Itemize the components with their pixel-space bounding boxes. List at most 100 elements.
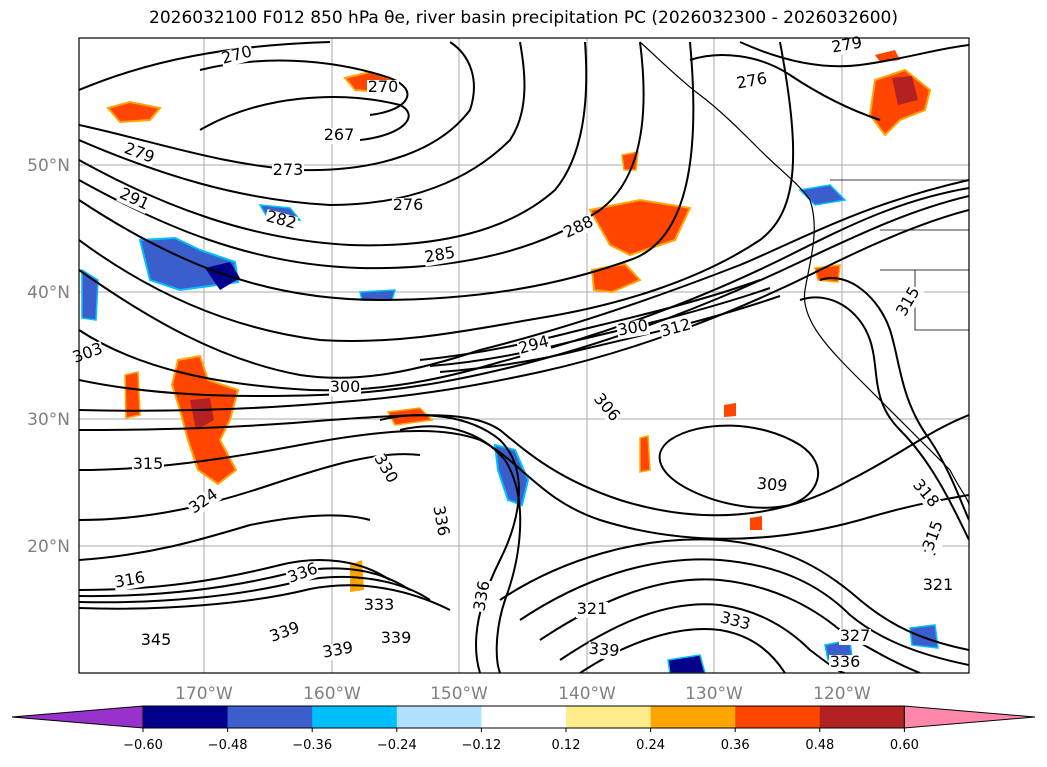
contour-line (559, 603, 846, 673)
contour-label-background (272, 163, 304, 179)
contour-line (539, 578, 921, 673)
colorbar: −0.60 −0.48 −0.36 −0.24 −0.12 0.12 0.24 0.36 0.4… (11, 705, 1036, 753)
colorbar-extend-high (903, 705, 1036, 729)
lon-label-150w: 150°W (430, 684, 488, 704)
latitude-axis: 50°N 40°N 30°N 20°N (27, 156, 70, 557)
contour-label-background (922, 578, 954, 594)
longitude-axis: 170°W 160°W 150°W 140°W 130°W 120°W (175, 684, 871, 704)
colorbar-tick-label: −0.24 (377, 738, 417, 753)
contour-label-background (329, 380, 361, 396)
contour-label: 270 (368, 77, 399, 96)
precip-blob (590, 262, 642, 294)
precip-blob (621, 151, 639, 171)
north-america-coastline (639, 41, 969, 506)
lon-label-160w: 160°W (303, 684, 361, 704)
precip-blob (667, 654, 706, 673)
contour-label-background (132, 457, 164, 473)
colorbar-tick-label: 0.60 (890, 738, 919, 753)
theta-e-contours (79, 41, 969, 673)
contour-label-background (363, 598, 395, 614)
precip-blob (106, 100, 162, 124)
colorbar-frame (142, 705, 905, 729)
contour-line (439, 295, 781, 373)
contour-label: 336 (830, 652, 861, 671)
contour-label-background (380, 631, 412, 647)
contour-label-background (219, 44, 255, 68)
colorbar-segment (227, 706, 313, 728)
contour-label-background (587, 641, 621, 661)
colorbar-extend-low (11, 705, 144, 729)
precip-blob (639, 435, 651, 473)
contour-label: 267 (324, 125, 355, 144)
precip-blob (892, 76, 918, 105)
precip-blob (350, 560, 364, 592)
contour-label: 339 (588, 639, 620, 661)
contour-label-background (516, 334, 552, 358)
contour-label-background (829, 35, 865, 57)
contour-line (499, 538, 969, 651)
colorbar-segment (396, 706, 482, 728)
map-frame (78, 37, 970, 674)
colorbar-segment (566, 706, 652, 728)
colorbar-tick-label: −0.60 (123, 738, 163, 753)
contour-line (79, 41, 588, 247)
precip-blob (588, 198, 692, 257)
contour-label-background (367, 80, 399, 96)
contour-label-background (323, 128, 355, 144)
lon-label-120w: 120°W (813, 684, 871, 704)
contour-line (79, 195, 969, 398)
contour-line (519, 558, 969, 666)
colorbar-segment (481, 706, 567, 728)
contour-label: 315 (133, 454, 164, 473)
lat-label-50n: 50°N (27, 156, 70, 176)
contour-label: 321 (577, 599, 608, 618)
contour-label-background (908, 476, 942, 512)
contour-line (819, 277, 969, 521)
contour-line (799, 296, 969, 541)
colorbar-segment (650, 706, 736, 728)
colorbar-segment (819, 706, 905, 728)
colorbar-tick-label: −0.36 (292, 738, 332, 753)
contour-label-background (370, 451, 400, 487)
contour-line (79, 41, 331, 91)
contour-label-background (576, 602, 608, 618)
contour-line (79, 559, 391, 591)
contour-label: 345 (141, 630, 172, 649)
contour-line (739, 41, 969, 68)
contour-line (658, 424, 820, 509)
contour-line (379, 414, 520, 673)
contour-label-background (734, 71, 770, 93)
colorbar-tick-label: −0.48 (208, 738, 248, 753)
contour-label-background (267, 620, 303, 646)
contour-label-background (422, 245, 458, 267)
precip-blob (205, 262, 240, 290)
map-title: 2026032100 F012 850 hPa θe, river basin … (149, 8, 898, 28)
contour-label-background (717, 610, 753, 634)
contour-label-background (392, 198, 424, 214)
contour-label: 321 (923, 575, 954, 594)
contour-line (579, 628, 786, 673)
contour-label-background (658, 317, 694, 341)
contour-label-background (186, 486, 222, 518)
precip-blob (190, 398, 214, 430)
contour-label-background (472, 578, 494, 614)
contour-label-background (263, 209, 299, 233)
colorbar-tick-label: 0.24 (636, 738, 665, 753)
contour-label: 309 (756, 474, 788, 496)
contour-label-background (894, 284, 924, 320)
contour-line (399, 425, 522, 673)
contour-label: 273 (273, 160, 304, 179)
colorbar-tick-label: 0.48 (805, 738, 834, 753)
contour-line (79, 429, 969, 540)
contour-label-background (589, 390, 623, 426)
contour-line (79, 514, 371, 561)
contour-line (79, 187, 969, 392)
precip-blob (814, 264, 841, 283)
contour-line (429, 287, 771, 367)
lat-label-30n: 30°N (27, 410, 70, 430)
colorbar-tick-label: −0.12 (461, 738, 501, 753)
contour-line (79, 414, 969, 517)
lon-label-130w: 130°W (685, 684, 743, 704)
contour-label-background (429, 503, 451, 539)
